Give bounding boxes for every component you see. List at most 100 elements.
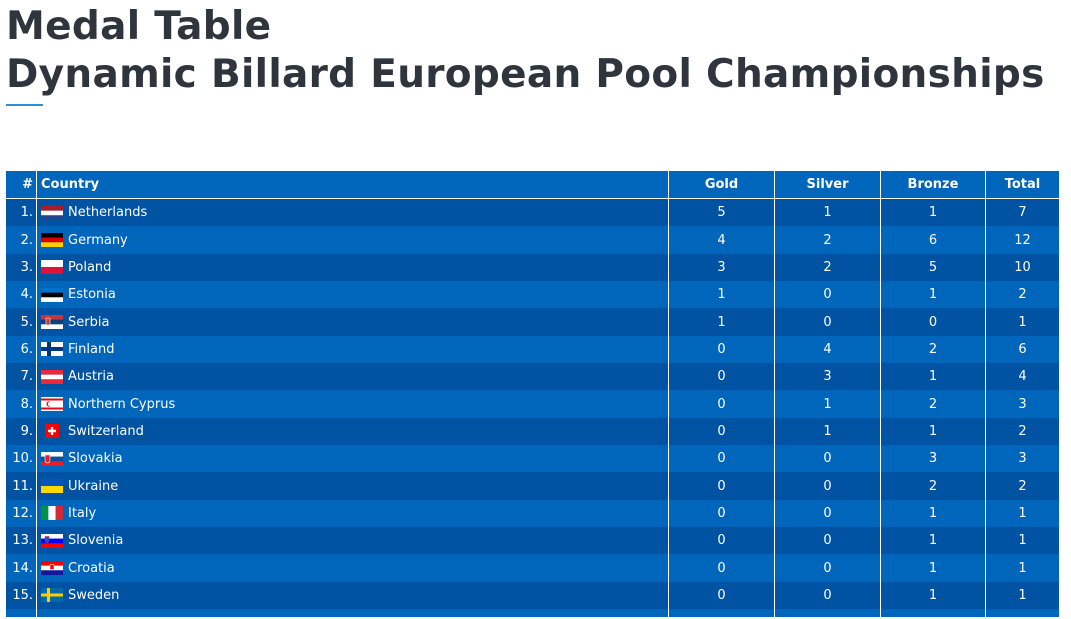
table-row[interactable]: 13. Slovenia 0 0 1 1 (6, 527, 1059, 555)
country-name[interactable]: Italy (68, 505, 97, 521)
finland-flag-icon (41, 342, 63, 357)
country-name[interactable]: Ukraine (68, 478, 119, 494)
country-cell[interactable]: Italy (37, 499, 669, 528)
bronze-cell: 3 (881, 445, 986, 473)
silver-cell: 0 (775, 554, 881, 582)
country-cell[interactable]: Northern Cyprus (37, 390, 669, 418)
total-cell: 10 (1014, 259, 1031, 275)
country-cell[interactable]: Sweden (37, 581, 669, 610)
bronze-cell: 1 (881, 581, 986, 610)
bronze-cell: 1 (881, 417, 986, 446)
table-row[interactable]: 5. Serbia 1 0 0 1 (6, 308, 1059, 336)
header-rank[interactable]: # (6, 171, 37, 198)
silver-cell: 4 (775, 335, 881, 364)
header-total[interactable]: Total (1004, 177, 1041, 192)
header-gold[interactable]: Gold (669, 171, 775, 198)
serbia-flag-icon (41, 315, 63, 330)
silver-cell: 0 (775, 527, 881, 555)
country-name[interactable]: Croatia (68, 560, 115, 576)
country-name[interactable]: Northern Cyprus (68, 396, 176, 412)
table-body: 1. Netherlands 5 1 1 7 2. Germany 4 2 6 12 3. Poland 3… (6, 199, 1059, 618)
country-cell[interactable]: Ukraine (37, 472, 669, 500)
country-cell[interactable]: Netherlands (37, 199, 669, 227)
silver-cell: 0 (775, 445, 881, 473)
country-cell[interactable]: Serbia (37, 308, 669, 336)
bronze-cell: 2 (881, 335, 986, 364)
gold-cell: 1 (669, 308, 775, 336)
rank-cell: 12. (6, 499, 37, 528)
country-name[interactable]: Switzerland (68, 423, 144, 439)
country-cell[interactable]: Poland (37, 253, 669, 282)
country-name[interactable]: Finland (68, 341, 115, 357)
gold-cell: 0 (669, 472, 775, 500)
header-bronze[interactable]: Bronze (881, 171, 986, 198)
rank-cell: 9. (6, 417, 37, 446)
country-cell[interactable]: Slovakia (37, 445, 669, 473)
country-name[interactable]: Slovakia (68, 451, 123, 467)
switzerland-flag-icon (45, 424, 59, 439)
total-cell: 12 (1014, 232, 1031, 248)
country-cell[interactable]: Estonia (37, 281, 669, 309)
table-row[interactable]: 3. Poland 3 2 5 10 (6, 253, 1059, 282)
table-row[interactable]: 4. Estonia 1 0 1 2 (6, 281, 1059, 309)
rank-cell: 14. (6, 554, 37, 582)
header-silver[interactable]: Silver (775, 171, 881, 198)
table-row[interactable]: 14. Croatia 0 0 1 1 (6, 554, 1059, 582)
gold-cell: 0 (669, 554, 775, 582)
country-cell[interactable]: Finland (37, 335, 669, 364)
rank-cell: 1. (6, 199, 37, 227)
table-row[interactable]: 11. Ukraine 0 0 2 2 (6, 472, 1059, 500)
table-row[interactable]: 9. Switzerland 0 1 1 2 (6, 417, 1059, 446)
country-cell[interactable]: Switzerland (37, 417, 669, 446)
sweden-flag-icon (41, 588, 63, 603)
croatia-flag-icon (41, 561, 63, 576)
silver-cell (775, 609, 881, 618)
country-name[interactable]: Poland (68, 259, 112, 275)
bronze-cell: 2 (881, 472, 986, 500)
country-cell[interactable]: Austria (37, 363, 669, 391)
country-name[interactable]: Germany (68, 232, 128, 248)
rank-cell (6, 609, 37, 618)
silver-cell: 0 (775, 499, 881, 528)
gold-cell: 0 (669, 445, 775, 473)
table-header-row: # Country Gold Silver Bronze Total (6, 171, 1059, 199)
country-name[interactable]: Estonia (68, 287, 116, 303)
estonia-flag-icon (41, 287, 63, 302)
poland-flag-icon (41, 260, 63, 275)
country-cell[interactable]: Germany (37, 226, 669, 254)
germany-flag-icon (41, 233, 63, 248)
country-name[interactable]: Netherlands (68, 205, 148, 221)
gold-cell: 0 (669, 363, 775, 391)
table-row[interactable]: 7. Austria 0 3 1 4 (6, 363, 1059, 391)
country-cell[interactable]: Slovenia (37, 527, 669, 555)
silver-cell: 3 (775, 363, 881, 391)
page-title: Medal Table (6, 4, 272, 49)
total-cell: 7 (1018, 205, 1027, 221)
country-cell (37, 609, 669, 618)
country-name[interactable]: Austria (68, 369, 114, 385)
gold-cell: 0 (669, 417, 775, 446)
total-cell: 4 (1018, 369, 1027, 385)
table-row[interactable]: 1. Netherlands 5 1 1 7 (6, 199, 1059, 227)
silver-cell: 0 (775, 472, 881, 500)
bronze-cell: 1 (881, 499, 986, 528)
bronze-cell: 0 (881, 308, 986, 336)
table-row[interactable]: 8. Northern Cyprus 0 1 2 3 (6, 390, 1059, 418)
table-row[interactable]: 15. Sweden 0 0 1 1 (6, 581, 1059, 610)
country-name[interactable]: Serbia (68, 314, 110, 330)
silver-cell: 1 (775, 199, 881, 227)
table-row[interactable]: 6. Finland 0 4 2 6 (6, 335, 1059, 364)
header-country[interactable]: Country (37, 171, 669, 198)
total-cell: 2 (1018, 423, 1027, 439)
table-row[interactable]: 2. Germany 4 2 6 12 (6, 226, 1059, 254)
netherlands-flag-icon (41, 205, 63, 220)
bronze-cell: 1 (881, 199, 986, 227)
country-name[interactable]: Sweden (68, 587, 120, 603)
table-row[interactable]: 10. Slovakia 0 0 3 3 (6, 445, 1059, 473)
rank-cell: 5. (6, 308, 37, 336)
medal-table: # Country Gold Silver Bronze Total 1. Net… (6, 171, 1059, 618)
silver-cell: 0 (775, 281, 881, 309)
table-row[interactable]: 12. Italy 0 0 1 1 (6, 499, 1059, 528)
country-name[interactable]: Slovenia (68, 533, 124, 549)
country-cell[interactable]: Croatia (37, 554, 669, 582)
